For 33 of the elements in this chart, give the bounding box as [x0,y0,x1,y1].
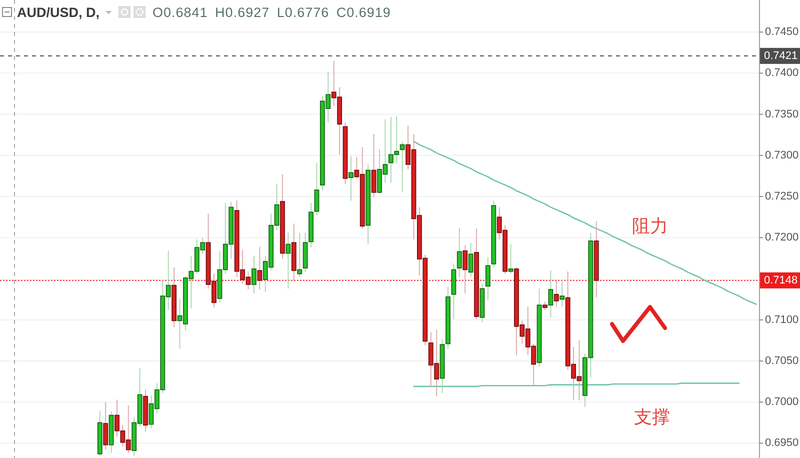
ref-line-label: 0.7148 [764,274,798,286]
annotation: 支撑 [634,407,670,427]
y-tick-label: 0.7200 [765,232,799,244]
candlestick [462,244,468,294]
y-tick-label: 0.7000 [765,396,799,408]
candlestick [548,270,554,318]
candlestick [400,140,405,193]
y-tick-label: 0.7100 [765,314,799,326]
candlestick [468,242,474,278]
candlestick [485,256,490,301]
candlestick [554,280,559,308]
candlestick [297,232,302,278]
y-tick-label: 0.7250 [765,190,799,203]
chart-title: AUD/USD, D, [17,5,100,20]
y-tick-label: 0.6950 [765,437,799,450]
candlestick [286,232,291,290]
candlestick [103,402,108,450]
candlestick [314,162,320,216]
candlestick [456,227,462,278]
candlestick [348,156,354,202]
candlestick [251,255,256,294]
y-tick-label: 0.7050 [765,354,799,367]
candlestick [560,280,565,308]
y-tick-label: 0.7450 [765,26,799,38]
annotation: 阻力 [632,216,668,236]
ref-line-label: 0.7421 [764,50,798,62]
y-tick-label: 0.7300 [765,149,799,162]
candlestick [257,246,262,290]
y-tick-label: 0.7400 [765,67,799,80]
chart-subtitle: O0.6841 H0.6927 L0.6776 C0.6919 [152,5,391,20]
line-series [413,140,757,305]
candlestick [371,134,376,198]
y-tick-label: 0.7350 [765,108,799,120]
